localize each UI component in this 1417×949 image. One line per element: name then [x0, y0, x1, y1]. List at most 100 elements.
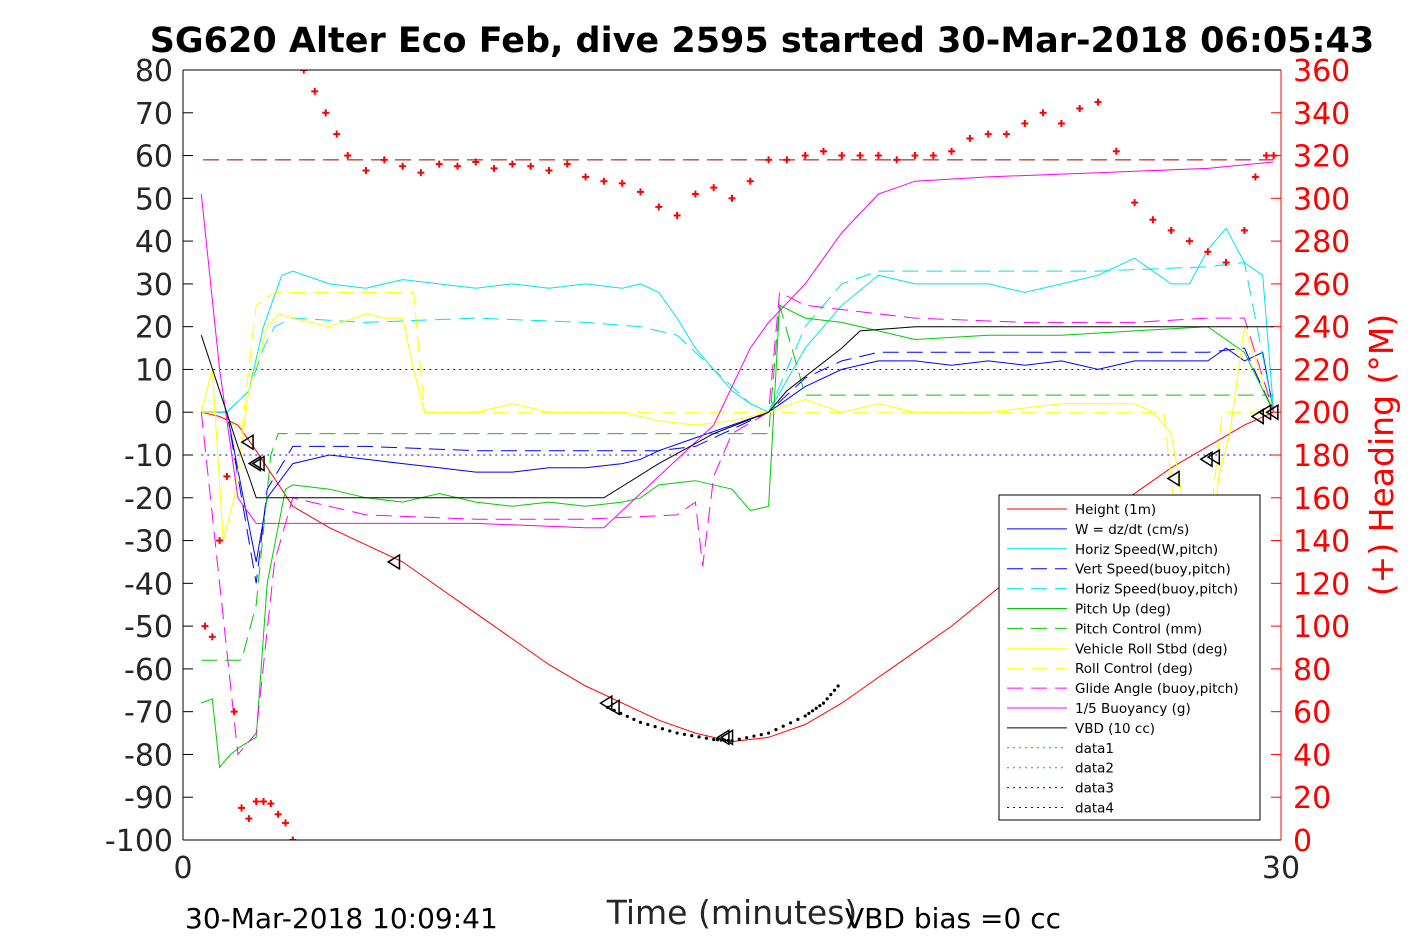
heading-marker — [223, 472, 231, 480]
segment-dot — [752, 734, 756, 738]
heading-marker — [856, 152, 864, 160]
segment-dot — [810, 709, 815, 713]
legend-entry: Height (1m) — [1007, 502, 1156, 518]
heading-marker — [838, 152, 846, 160]
legend-entry: data2 — [1007, 761, 1114, 777]
y-tick-label-right: 280 — [1293, 225, 1350, 260]
segment-dot — [726, 738, 730, 743]
heading-marker — [655, 203, 663, 211]
legend-label: Pitch Control (mm) — [1075, 621, 1202, 637]
legend-label: W = dz/dt (cm/s) — [1075, 522, 1189, 538]
heading-marker — [618, 179, 626, 187]
segment-dot — [605, 705, 610, 709]
heading-marker — [208, 633, 216, 641]
triangle-marker — [1166, 470, 1180, 487]
series-line — [201, 347, 1275, 562]
segment-dot — [781, 724, 785, 728]
y-tick-label-right: 260 — [1293, 268, 1350, 303]
x-tick-label: 30 — [1262, 851, 1300, 886]
heading-marker — [238, 804, 246, 812]
series-line — [201, 305, 1274, 661]
heading-marker — [417, 169, 425, 177]
series-line — [200, 161, 1274, 529]
legend-entry: W = dz/dt (cm/s) — [1007, 522, 1189, 538]
heading-marker — [1076, 105, 1084, 112]
y-tick-label-left: 60 — [135, 140, 173, 175]
heading-marker — [1131, 199, 1139, 207]
heading-marker — [801, 152, 809, 160]
heading-marker — [874, 152, 882, 160]
segment-dot — [737, 737, 741, 741]
segment-dot — [715, 738, 719, 742]
segment-dot — [825, 697, 829, 701]
legend-label: Height (1m) — [1075, 502, 1156, 518]
segment-dot — [690, 734, 694, 738]
y-tick-label-right: 100 — [1293, 610, 1350, 645]
y-tick-label-left: -50 — [124, 610, 173, 645]
triangle-marker — [247, 455, 262, 472]
legend-entry: data1 — [1007, 741, 1114, 757]
legend-entry: Pitch Control (mm) — [1007, 621, 1202, 637]
heading-marker — [545, 167, 553, 175]
segment-dot — [612, 708, 616, 712]
y-tick-label-right: 240 — [1293, 311, 1350, 346]
chart-title: SG620 Alter Eco Feb, dive 2595 started 3… — [150, 21, 1375, 61]
y-tick-label-right: 360 — [1293, 54, 1350, 89]
y-tick-label-right: 200 — [1293, 396, 1350, 431]
heading-marker — [1039, 109, 1047, 117]
triangle-marker — [599, 694, 613, 712]
heading-marker — [893, 156, 901, 164]
heading-marker — [267, 800, 275, 808]
segment-dot — [745, 736, 749, 740]
heading-marker — [201, 622, 209, 630]
legend-label: Vert Speed(buoy,pitch) — [1075, 562, 1231, 578]
legend-label: data2 — [1075, 761, 1114, 777]
legend-entry: Horiz Speed(buoy,pitch) — [1007, 582, 1238, 598]
legend-label: data3 — [1075, 781, 1114, 797]
legend-label: VBD (10 cc) — [1075, 721, 1155, 737]
heading-marker — [311, 87, 319, 95]
segment-dot — [788, 721, 793, 725]
triangle-marker — [1257, 403, 1272, 421]
heading-marker — [746, 177, 754, 185]
heading-marker — [691, 190, 699, 198]
series-heading-markers — [201, 70, 1278, 840]
legend-entry: VBD (10 cc) — [1007, 721, 1155, 737]
segment-dot — [638, 720, 643, 724]
series-line — [201, 347, 1275, 584]
series-line — [201, 304, 1275, 769]
series-line — [201, 261, 1275, 413]
y-tick-label-right: 180 — [1293, 439, 1350, 474]
segment-dot — [697, 735, 701, 739]
heading-marker — [245, 815, 253, 823]
legend: Height (1m) W = dz/dt (cm/s) Horiz Speed(W… — [998, 494, 1261, 821]
segment-dot — [759, 732, 763, 737]
legend-entry: Vert Speed(buoy,pitch) — [1007, 562, 1231, 578]
heading-marker — [582, 173, 590, 181]
y-axis-right: 3603403203002802602402202001801601401201… — [1271, 54, 1350, 859]
y-tick-label-left: -60 — [124, 653, 173, 688]
heading-marker — [563, 160, 571, 168]
segment-dot — [803, 714, 807, 718]
segment-dot — [807, 711, 811, 715]
legend-label: 1/5 Buoyancy (g) — [1075, 701, 1191, 717]
series-line — [200, 326, 1274, 499]
segment-dot — [660, 727, 665, 731]
segment-dot — [767, 731, 771, 735]
heading-marker — [300, 70, 308, 74]
segment-dot — [774, 728, 778, 732]
y-tick-label-left: -100 — [105, 824, 173, 859]
heading-marker — [984, 130, 992, 138]
y-tick-label-right: 220 — [1293, 353, 1350, 388]
legend-entry: Glide Angle (buoy,pitch) — [1007, 681, 1239, 697]
heading-marker — [1262, 152, 1270, 160]
heading-marker — [1003, 130, 1010, 138]
y-tick-label-right: 120 — [1293, 567, 1350, 602]
series-line — [201, 227, 1275, 413]
segment-dot — [832, 688, 837, 692]
y-axis-label-right: (+) Heading (°M) — [1362, 314, 1401, 596]
heading-marker — [1204, 248, 1212, 256]
heading-marker — [600, 177, 608, 185]
legend-entry: Roll Control (deg) — [1007, 661, 1193, 677]
